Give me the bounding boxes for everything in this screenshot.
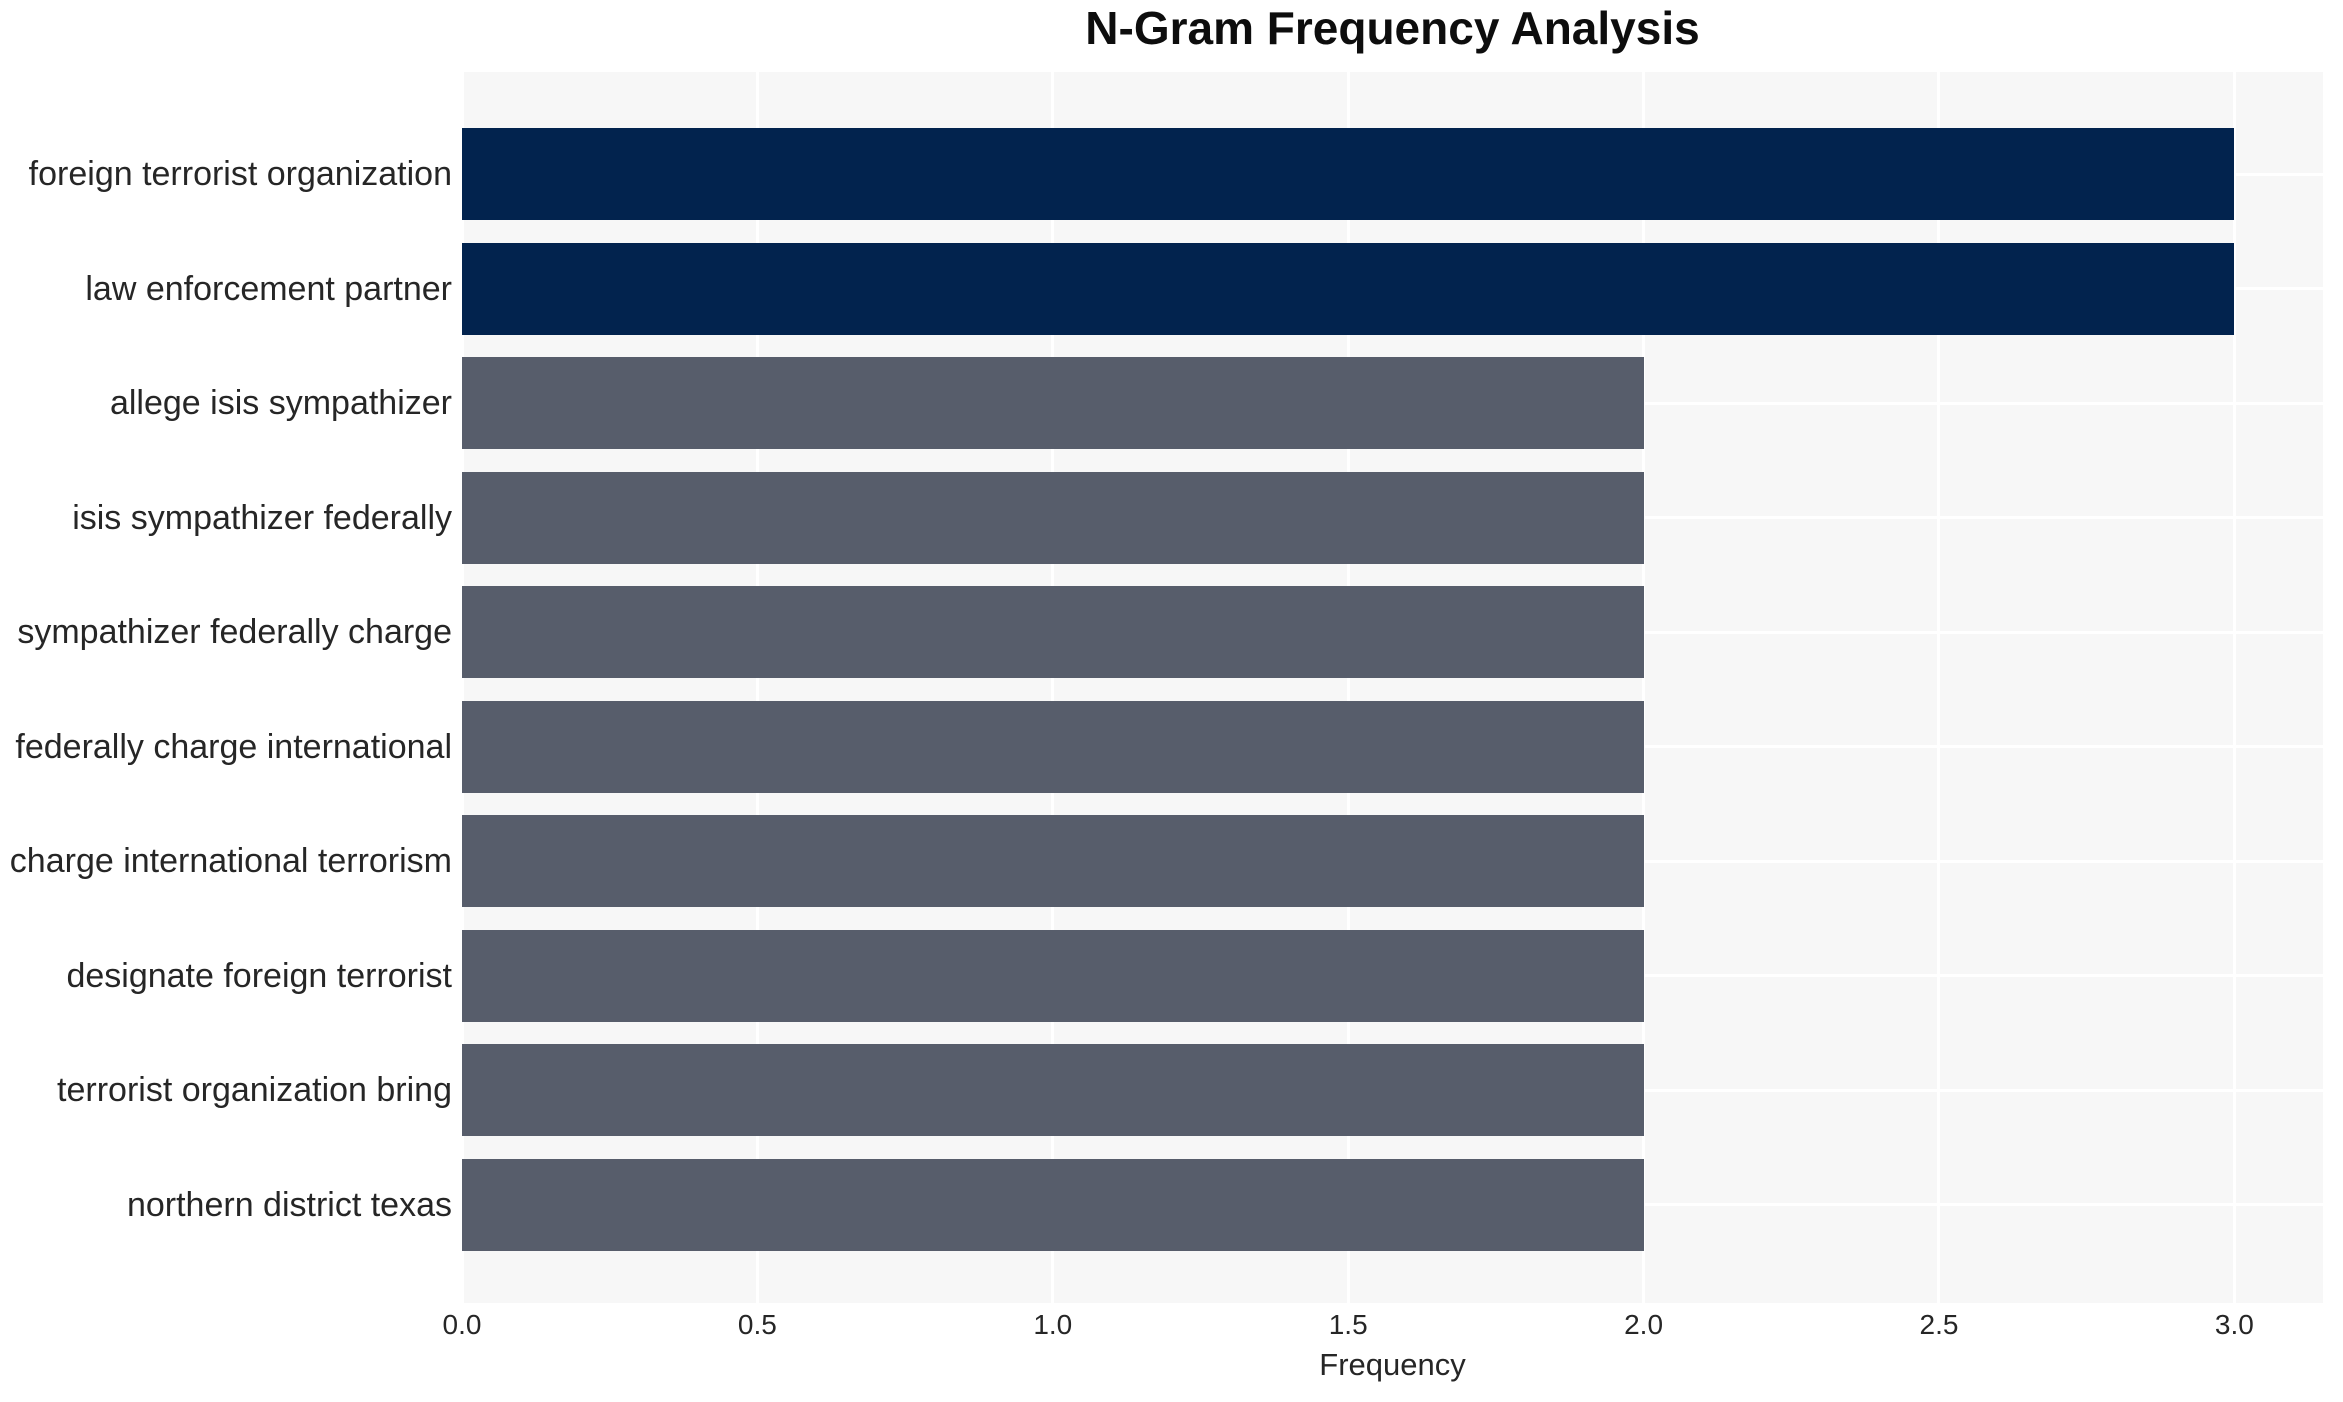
- y-tick-label: foreign terrorist organization: [28, 155, 452, 193]
- y-tick-label: northern district texas: [126, 1185, 452, 1224]
- gridline-vertical: [462, 72, 464, 1303]
- bar: [462, 929, 1644, 1022]
- bar: [462, 128, 2235, 220]
- bar: [462, 242, 2235, 335]
- gridline-vertical: [1642, 72, 1646, 1303]
- y-tick-label: terrorist organization bring: [57, 1071, 452, 1109]
- y-tick-label: isis sympathizer federally: [72, 498, 452, 537]
- gridline-vertical: [1346, 72, 1350, 1303]
- y-tick-label: law enforcement partner: [85, 269, 452, 308]
- gridline-vertical: [755, 72, 759, 1303]
- y-tick-label: federally charge international: [15, 727, 452, 766]
- chart-title: N-Gram Frequency Analysis: [1085, 2, 1700, 54]
- gridline-vertical: [2232, 72, 2236, 1303]
- x-tick-label: 1.5: [1328, 1309, 1368, 1340]
- x-tick-label: 0.0: [442, 1309, 482, 1340]
- bar: [462, 815, 1644, 907]
- gridline-vertical: [1937, 72, 1941, 1303]
- y-tick-label: designate foreign terrorist: [66, 956, 452, 995]
- gridline-vertical: [1051, 72, 1055, 1303]
- x-tick-label: 2.0: [1624, 1309, 1664, 1340]
- bar: [462, 471, 1644, 564]
- bar: [462, 1158, 1644, 1251]
- y-tick-label: sympathizer federally charge: [17, 613, 452, 651]
- bar: [462, 1044, 1644, 1136]
- bar: [462, 357, 1644, 449]
- x-tick-label: 2.5: [1919, 1309, 1959, 1340]
- x-tick-label: 0.5: [737, 1309, 777, 1340]
- bar: [462, 586, 1644, 678]
- bar: [462, 700, 1644, 793]
- x-axis-label: Frequency: [1319, 1347, 1466, 1382]
- plot-area: [462, 72, 2323, 1303]
- x-tick-label: 1.0: [1033, 1309, 1073, 1340]
- x-tick-label: 3.0: [2214, 1309, 2254, 1340]
- y-tick-label: allege isis sympathizer: [109, 384, 452, 422]
- y-tick-label: charge international terrorism: [9, 842, 452, 880]
